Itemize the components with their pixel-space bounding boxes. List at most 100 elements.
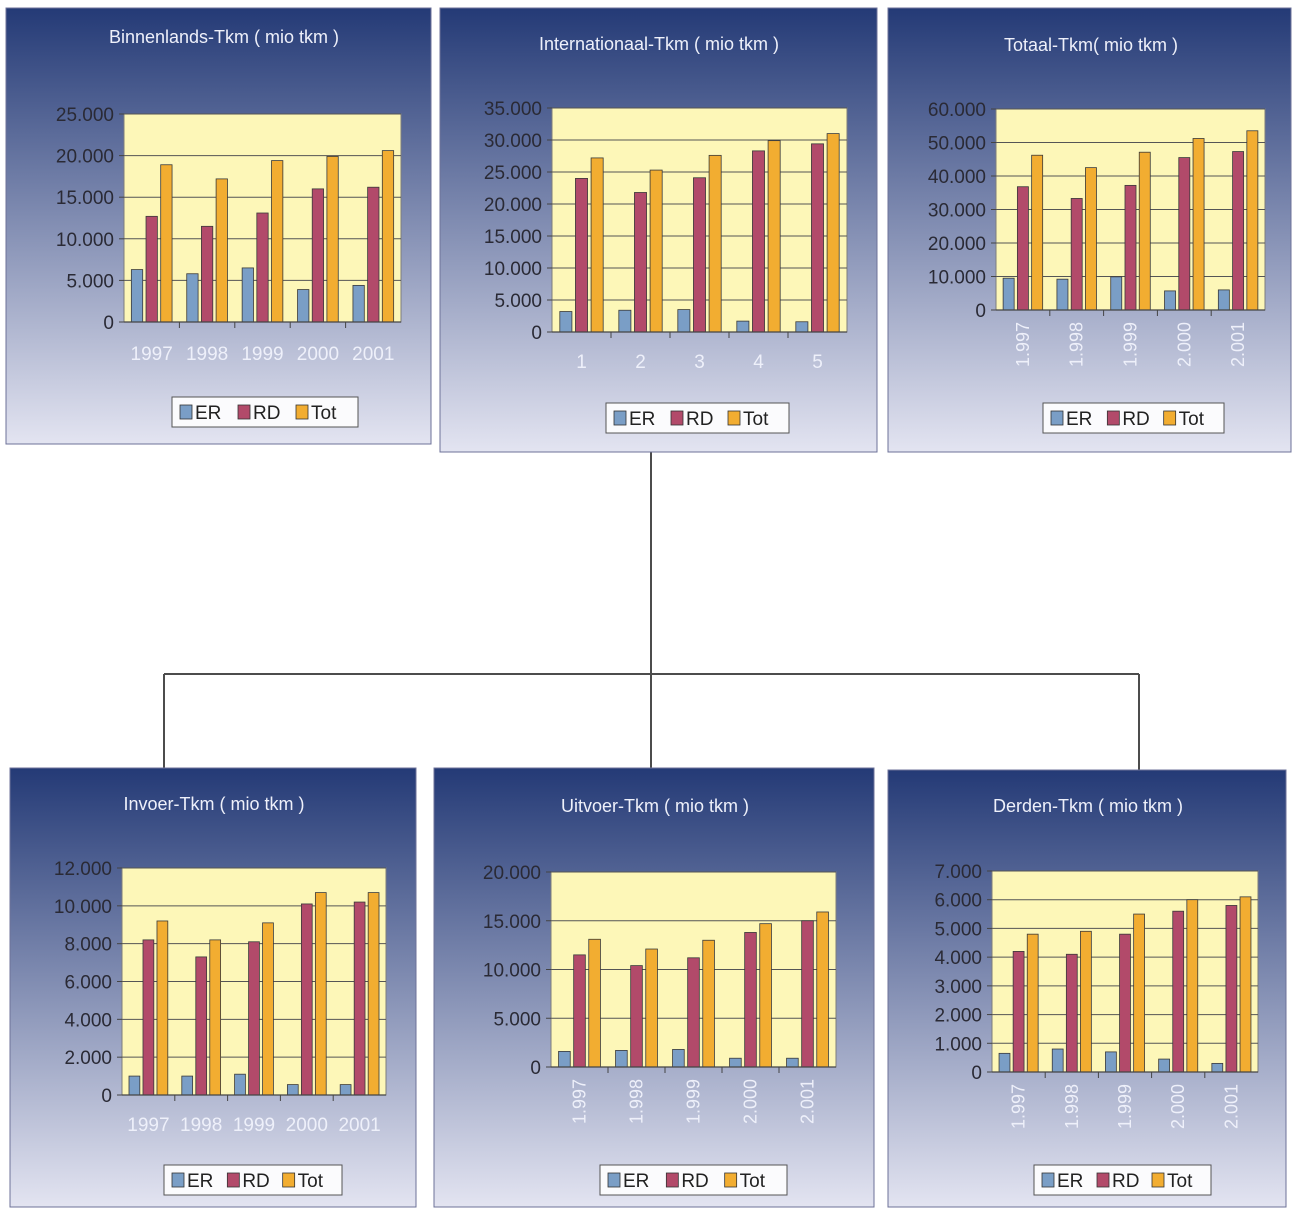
bar-tot-1.997: [1031, 154, 1044, 311]
bar-er-1.998: [615, 1050, 628, 1068]
legend-label-er: ER: [1066, 409, 1092, 430]
bar-er-2.000: [1158, 1058, 1170, 1073]
bar-rd-1.999: [1124, 184, 1137, 311]
x-tick-label: 2.001: [1221, 1084, 1241, 1129]
bar-rd-2001: [353, 901, 366, 1096]
chart-panel-4: Invoer-Tkm ( mio tkm ) 0 2.000 4.000 6.000 8.…: [9, 767, 417, 1208]
legend-label-tot: Tot: [1167, 1171, 1193, 1192]
y-tick-label: 7.000: [934, 862, 982, 883]
bar-tot-2: [649, 169, 663, 333]
y-tick-label: 3.000: [934, 977, 982, 998]
legend-swatch-er: [613, 410, 627, 426]
bar-tot-2000: [326, 156, 339, 323]
chart-panel-1: Binnenlands-Tkm ( mio tkm ) 0 5.000 10.000 1…: [5, 7, 432, 445]
bar-tot-1: [590, 157, 604, 333]
bar-tot-2000: [314, 892, 327, 1096]
chart-title: Totaal-Tkm( mio tkm ): [1004, 35, 1178, 55]
legend: ER RD Tot: [1033, 1164, 1212, 1196]
bar-rd-1.997: [1016, 186, 1029, 311]
chart-panel-6: Derden-Tkm ( mio tkm ) 0 1.000 2.000 3.000 4.…: [887, 769, 1287, 1208]
chart-title: Derden-Tkm ( mio tkm ): [993, 796, 1183, 816]
bar-er-2.000: [729, 1057, 742, 1068]
x-tick-label: 2.001: [1228, 322, 1248, 367]
bar-rd-1999: [248, 941, 260, 1096]
bar-tot-1.998: [1080, 930, 1092, 1073]
legend-swatch-rd: [226, 1172, 240, 1188]
bar-er-2000: [286, 1084, 299, 1096]
bar-rd-2.001: [1232, 151, 1245, 311]
bar-er-4: [736, 320, 750, 333]
y-tick-label: 0: [531, 323, 542, 344]
x-tick-label: 2001: [338, 1115, 380, 1136]
bar-er-5: [795, 321, 809, 333]
bar-rd-1.997: [1012, 951, 1025, 1073]
x-tick-label: 2.001: [798, 1079, 818, 1124]
legend-label-rd: RD: [681, 1171, 708, 1192]
legend-label-tot: Tot: [311, 403, 337, 424]
x-tick-label: 1997: [127, 1115, 169, 1136]
x-tick-label: 1.998: [1062, 1084, 1082, 1129]
y-tick-label: 5.000: [66, 271, 114, 292]
x-tick-label: 2.000: [1174, 322, 1194, 367]
x-tick-label: 5: [812, 352, 823, 373]
x-tick-label: 1.999: [684, 1079, 704, 1124]
bar-tot-2.000: [1192, 138, 1205, 311]
x-tick-label: 1997: [131, 344, 173, 365]
bar-er-2.001: [1217, 289, 1230, 311]
legend-box: [171, 396, 359, 428]
bar-tot-1.999: [1133, 913, 1145, 1073]
y-tick-label: 8.000: [64, 935, 112, 956]
legend-box: [163, 1164, 343, 1196]
chart-panels: Binnenlands-Tkm ( mio tkm ) 0 5.000 10.000 1…: [5, 7, 1292, 1208]
bar-er-1997: [128, 1075, 141, 1096]
connector-lines: [163, 452, 1140, 770]
legend: ER RD Tot: [163, 1164, 343, 1196]
bar-rd-5: [811, 143, 824, 333]
y-tick-label: 10.000: [483, 961, 541, 982]
bar-rd-2001: [367, 186, 380, 323]
bar-tot-2001: [367, 892, 380, 1096]
bar-rd-1997: [142, 939, 155, 1096]
legend-label-rd: RD: [686, 409, 713, 430]
x-tick-label: 2000: [297, 344, 339, 365]
x-tick-label: 1: [576, 352, 587, 373]
x-tick-label: 1999: [233, 1115, 275, 1136]
bar-er-1: [559, 311, 573, 333]
y-tick-label: 15.000: [483, 912, 541, 933]
bar-tot-1998: [209, 939, 222, 1096]
y-tick-label: 20.000: [483, 863, 541, 884]
y-tick-label: 20.000: [484, 195, 542, 216]
y-tick-label: 10.000: [928, 268, 986, 289]
bar-tot-1.998: [645, 948, 658, 1068]
bar-tot-1999: [271, 160, 284, 323]
x-tick-label: 1998: [180, 1115, 222, 1136]
bar-er-3: [677, 309, 691, 333]
y-tick-label: 10.000: [54, 897, 112, 918]
x-tick-label: 1.997: [570, 1079, 590, 1124]
legend-swatch-tot: [295, 404, 309, 420]
bar-rd-1.998: [630, 965, 643, 1068]
bar-tot-1.999: [702, 939, 715, 1068]
bar-tot-5: [826, 133, 840, 333]
y-tick-label: 15.000: [484, 227, 542, 248]
legend-label-er: ER: [1057, 1171, 1083, 1192]
bar-tot-2001: [381, 150, 395, 323]
bar-er-1.999: [1105, 1051, 1117, 1073]
bar-rd-2000: [311, 188, 324, 323]
legend-box: [605, 402, 790, 434]
y-tick-label: 6.000: [64, 973, 112, 994]
legend-box: [1033, 1164, 1212, 1196]
bar-tot-2.001: [816, 911, 829, 1068]
y-tick-label: 25.000: [56, 105, 114, 126]
legend-label-tot: Tot: [1179, 409, 1205, 430]
bar-rd-1.997: [573, 954, 586, 1068]
bar-tot-4: [767, 140, 781, 333]
bar-er-2001: [339, 1084, 352, 1096]
bar-rd-2: [634, 192, 647, 333]
legend: ER RD Tot: [1042, 402, 1225, 434]
y-tick-label: 40.000: [928, 167, 986, 188]
bar-rd-1.999: [687, 957, 700, 1068]
bar-er-2.001: [786, 1057, 799, 1068]
x-tick-label: 1.998: [627, 1079, 647, 1124]
